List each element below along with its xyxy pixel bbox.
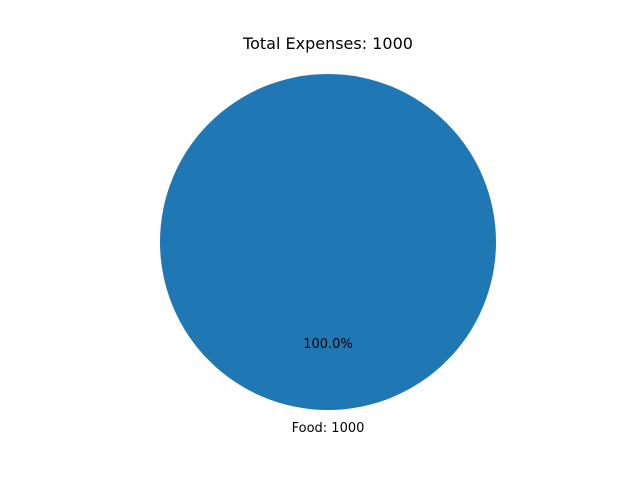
pie-slices	[160, 74, 496, 410]
slice-percent-label: 100.0%	[303, 337, 353, 352]
pie-labels: 100.0% Food: 1000	[292, 337, 365, 436]
chart-title: Total Expenses: 1000	[242, 34, 413, 53]
pie-slice-food	[160, 74, 496, 410]
slice-category-label: Food: 1000	[292, 421, 365, 436]
